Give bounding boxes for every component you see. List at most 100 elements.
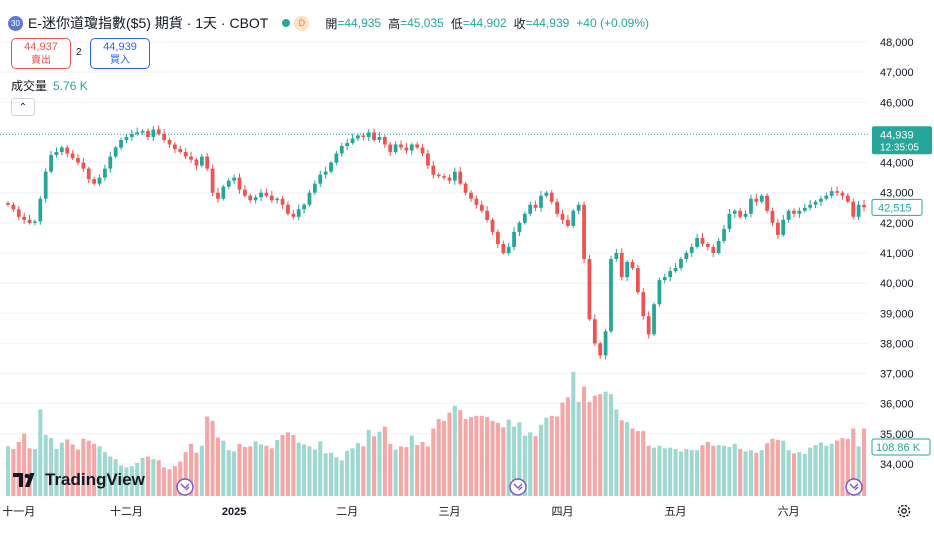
volume-bar <box>765 443 770 496</box>
candle-body <box>501 243 506 253</box>
gear-icon[interactable] <box>896 503 912 519</box>
buy-button[interactable]: 44,939 買入 <box>90 38 150 69</box>
y-tick-label: 44,000 <box>880 158 914 170</box>
candle-body <box>528 204 533 214</box>
volume-bar <box>436 419 441 496</box>
volume-bar <box>479 415 484 496</box>
interval-badge[interactable]: D <box>294 15 310 31</box>
candle-body <box>845 195 850 202</box>
time-axis[interactable]: 十一月 十二月 2025 二月 三月 四月 五月 六月 <box>2 504 799 518</box>
candle-body <box>673 268 678 272</box>
candle-body <box>533 204 538 208</box>
volume-bar <box>339 460 344 496</box>
y-tick-label: 34,000 <box>880 459 914 471</box>
volume-bar <box>334 457 339 496</box>
volume-bar <box>210 420 215 496</box>
volume-bar <box>651 447 657 496</box>
candle-body <box>549 192 554 202</box>
tradingview-logo-icon <box>13 473 35 487</box>
volume-bar <box>404 447 409 496</box>
candle-body <box>474 198 479 205</box>
volume-bar <box>248 446 253 496</box>
volume-bar <box>538 424 544 496</box>
volume-bar <box>759 450 764 496</box>
volume-legend[interactable]: 成交量 5.76 K <box>11 77 88 94</box>
candle-body <box>86 168 91 180</box>
volume-bar <box>38 409 43 496</box>
candle-body <box>576 204 581 211</box>
volume-bar <box>393 449 398 496</box>
x-tick-label: 2025 <box>222 506 246 518</box>
candle-body <box>743 213 748 217</box>
symbol-title[interactable]: E-迷你道瓊指數($5) 期貨 · 1天 · CBOT <box>28 15 269 31</box>
volume-bar <box>162 467 167 496</box>
candle-body <box>619 252 624 278</box>
candle-body <box>119 139 123 148</box>
candle-body <box>33 221 37 223</box>
volume-bar <box>695 450 700 496</box>
candle-body <box>759 195 764 202</box>
candle-body <box>609 259 613 332</box>
volume-bar <box>129 466 134 496</box>
candle-body <box>716 240 721 253</box>
volume-bar <box>560 402 565 496</box>
event-markers[interactable] <box>176 478 863 496</box>
candle-body <box>16 209 21 217</box>
event-marker-icon[interactable] <box>509 478 527 496</box>
volume-bar <box>302 444 307 496</box>
event-marker-icon[interactable] <box>845 478 863 496</box>
candle-body <box>345 143 350 147</box>
candle-body <box>566 219 570 226</box>
candle-body <box>54 152 59 156</box>
volume-bar <box>614 409 619 496</box>
y-tick-label: 48,000 <box>880 37 914 49</box>
candle-body <box>323 171 328 175</box>
last-price-tag <box>872 126 932 155</box>
volume-bar <box>65 439 70 496</box>
volume-bar <box>835 440 840 496</box>
volume-bar <box>485 417 490 496</box>
volume-bar <box>388 443 393 496</box>
volume-bar <box>86 440 91 496</box>
candle-body <box>587 259 592 320</box>
candle-body <box>436 174 441 177</box>
candle-body <box>189 156 193 160</box>
candle-body <box>603 331 608 356</box>
candle-body <box>124 136 129 140</box>
volume-bar <box>684 448 689 496</box>
y-tick-label: 38,000 <box>880 338 914 350</box>
volume-bar <box>398 446 404 496</box>
volume-bar <box>372 436 377 496</box>
candle-body <box>722 228 726 241</box>
y-tick-label: 47,000 <box>880 67 914 79</box>
candle-body <box>560 213 565 220</box>
candle-body <box>194 159 199 166</box>
market-status-icon[interactable] <box>282 19 291 27</box>
volume-bar <box>495 422 500 496</box>
volume-bar <box>447 412 452 496</box>
symbol-logo-icon[interactable]: 30 <box>8 15 23 31</box>
volume-bar <box>587 401 592 496</box>
low-key: 低 <box>450 16 463 31</box>
candle-body <box>162 133 167 140</box>
volume-bar <box>818 442 823 496</box>
candle-body <box>307 192 312 205</box>
collapse-legend-button[interactable]: ⌃ <box>11 98 35 116</box>
last-price-label: 44,939 <box>880 129 914 141</box>
candle-body <box>592 319 597 344</box>
price-axis[interactable]: 48,00047,00046,00045,00044,00043,00042,0… <box>871 37 932 471</box>
low-value: =44,902 <box>462 16 507 30</box>
volume-bar <box>355 443 360 496</box>
candle-body <box>59 147 64 153</box>
sell-button[interactable]: 44,937 賣出 <box>11 38 71 69</box>
candle-body <box>216 192 220 199</box>
candle-body <box>399 144 403 148</box>
tradingview-logo[interactable]: TradingView <box>13 470 145 490</box>
y-tick-label: 36,000 <box>880 399 914 411</box>
candle-body <box>415 144 420 148</box>
y-tick-label: 39,000 <box>880 308 914 320</box>
open-value: =44,935 <box>337 16 382 30</box>
event-marker-icon[interactable] <box>176 478 194 496</box>
volume-bar <box>840 438 845 496</box>
